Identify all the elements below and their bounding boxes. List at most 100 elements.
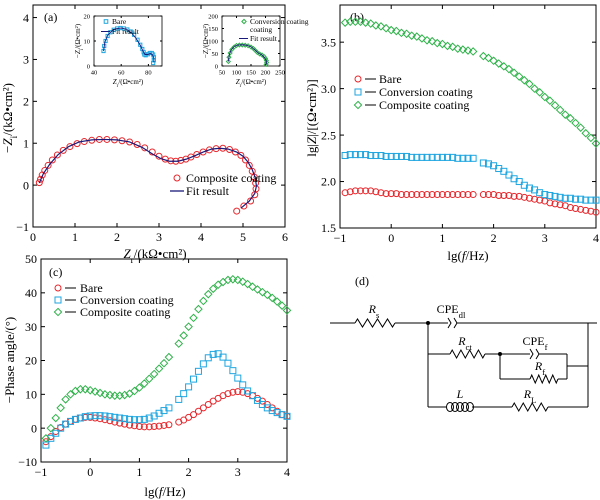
- data-point-composite: [407, 31, 416, 40]
- data-point-conversion: [135, 416, 143, 424]
- inset-legend-label-cont: coating: [250, 25, 272, 34]
- inset-data-point: [151, 60, 156, 66]
- data-point-conversion: [403, 152, 411, 160]
- data-point-composite: [164, 352, 174, 362]
- x-axis-label: lg(f/Hz): [144, 484, 185, 499]
- data-point-conversion: [111, 413, 119, 421]
- data-point-composite: [247, 197, 255, 205]
- data-point-composite: [66, 143, 74, 151]
- data-point-bare: [190, 411, 198, 419]
- y-tick-label: 0: [31, 421, 37, 435]
- data-point-bare: [484, 191, 492, 199]
- panel-label: (d): [355, 274, 369, 288]
- inductor-loop: [461, 402, 469, 412]
- data-point-conversion: [433, 153, 441, 161]
- data-point-bare: [155, 422, 163, 430]
- legend-marker: [54, 296, 62, 304]
- data-point-bare: [199, 404, 207, 412]
- data-point-composite: [35, 179, 43, 187]
- data-point-composite: [258, 287, 267, 297]
- data-point-composite: [144, 374, 154, 384]
- data-point-composite: [484, 53, 493, 63]
- data-point-bare: [531, 195, 539, 203]
- data-point-conversion: [428, 153, 436, 161]
- data-point-conversion: [106, 413, 114, 421]
- inset-fit-line: [227, 44, 267, 65]
- data-point-conversion: [253, 396, 261, 404]
- data-point-composite: [422, 36, 432, 45]
- label-rs: Rs: [368, 302, 380, 320]
- data-point-composite: [453, 44, 463, 53]
- x-tick-label: 2: [186, 465, 192, 479]
- data-point-conversion: [185, 383, 193, 391]
- data-point-composite: [448, 42, 457, 52]
- data-point-conversion: [219, 353, 227, 361]
- data-point-conversion: [459, 154, 467, 162]
- data-point-composite: [371, 21, 381, 30]
- data-point-conversion: [101, 412, 109, 420]
- data-point-composite: [51, 413, 61, 423]
- panel-label: (a): [44, 10, 57, 24]
- inset-data-point: [105, 33, 110, 39]
- inset-fit-line: [103, 27, 155, 63]
- data-point-conversion: [387, 152, 395, 160]
- data-point-bare: [464, 191, 472, 199]
- legend-label: Composite coating: [80, 305, 170, 319]
- data-point-composite: [263, 290, 272, 300]
- x-tick-label: 150: [246, 70, 256, 77]
- data-point-composite: [130, 386, 139, 396]
- data-point-composite: [550, 101, 560, 110]
- x-tick-label: 250: [275, 70, 285, 77]
- data-point-conversion: [199, 360, 207, 368]
- data-point-conversion: [67, 417, 75, 425]
- data-point-bare: [423, 191, 431, 199]
- x-tick-label: 6: [282, 230, 288, 244]
- data-point-conversion: [341, 152, 349, 160]
- data-point-bare: [135, 422, 143, 430]
- legend-label: Bare: [80, 281, 103, 295]
- data-point-conversion: [505, 171, 513, 179]
- data-point-composite: [376, 22, 386, 31]
- data-point-bare: [418, 191, 426, 199]
- y-tick-label: 3: [23, 53, 29, 67]
- data-point-composite: [566, 114, 575, 123]
- data-point-conversion: [469, 154, 477, 162]
- data-point-conversion: [96, 412, 104, 420]
- data-point-composite: [504, 64, 514, 74]
- y-axis-label: −Phase angle/(°): [2, 317, 17, 404]
- data-point-bare: [566, 204, 574, 212]
- data-point-conversion: [278, 411, 286, 419]
- data-point-bare: [454, 191, 462, 199]
- panel-d-equivalent-circuit: (d) Rs CPEdl Rct CPEf Rf L RL: [330, 274, 597, 413]
- data-point-bare: [341, 189, 349, 197]
- data-point-conversion: [382, 152, 390, 160]
- data-point-conversion: [413, 153, 421, 161]
- data-point-bare: [408, 191, 416, 199]
- data-point-conversion: [464, 154, 472, 162]
- data-point-conversion: [454, 154, 462, 162]
- data-point-bare: [351, 187, 359, 195]
- y-tick-label: 2.5: [321, 128, 336, 142]
- data-point-composite: [100, 390, 110, 399]
- inset-legend-label-fit: Fit result: [112, 27, 140, 36]
- data-point-composite: [231, 148, 239, 156]
- data-point-bare: [229, 388, 237, 396]
- legend-label: Conversion coating: [80, 293, 174, 307]
- data-point-conversion: [536, 189, 544, 197]
- inset-data-point: [227, 50, 233, 56]
- data-point-composite: [46, 423, 56, 433]
- data-point-composite: [95, 388, 105, 398]
- legend-marker: [53, 307, 63, 317]
- y-tick-label: 3.5: [321, 35, 336, 49]
- data-point-composite: [194, 304, 203, 314]
- x-tick-label: 50: [219, 70, 226, 77]
- inset-y-axis-label: −Zi/(Ω•cm²): [74, 23, 85, 58]
- data-point-composite: [560, 110, 570, 119]
- data-point-bare: [362, 187, 370, 195]
- data-point-conversion: [47, 434, 55, 442]
- data-point-conversion: [408, 153, 416, 161]
- x-tick-label: 4: [593, 231, 599, 245]
- x-tick-label: −1: [334, 231, 347, 245]
- data-point-composite: [397, 28, 406, 38]
